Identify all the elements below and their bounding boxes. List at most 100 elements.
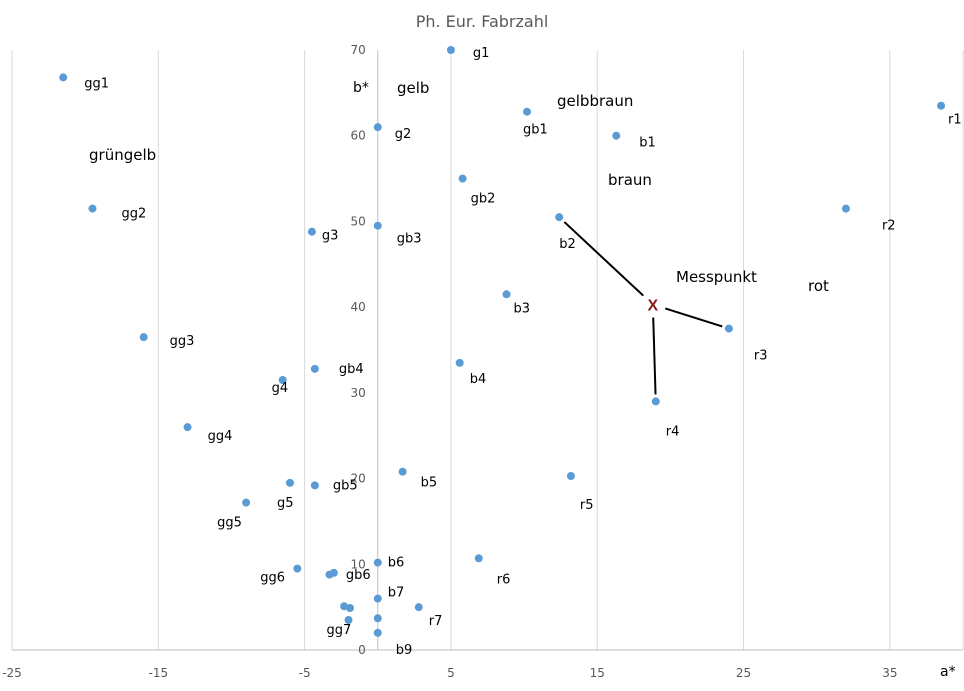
point-label-b7: b7	[388, 586, 405, 601]
data-point	[310, 364, 319, 373]
y-tick-label: 20	[350, 472, 365, 486]
connector-line-r4	[652, 317, 657, 395]
data-point	[566, 472, 575, 480]
y-axis-label: b*	[353, 80, 369, 96]
point-label-b4: b4	[470, 372, 487, 387]
data-point	[373, 594, 382, 603]
data-point	[651, 397, 660, 406]
y-tick-label: 50	[350, 214, 365, 228]
axes	[12, 50, 963, 651]
point-label-gb3: gb3	[397, 232, 422, 247]
data-point	[455, 358, 464, 367]
data-point	[345, 604, 354, 612]
data-point	[373, 614, 382, 623]
data-point	[325, 570, 334, 579]
data-point	[398, 467, 407, 476]
x-tick-label: 35	[882, 666, 897, 680]
point-label-g5: g5	[277, 496, 294, 511]
point-label-r6: r6	[497, 572, 511, 587]
y-tick-label: 30	[350, 386, 365, 400]
point-label-b9: b9	[396, 643, 413, 658]
data-point	[474, 554, 483, 563]
data-point	[183, 423, 192, 432]
data-point	[88, 204, 97, 213]
data-point	[523, 107, 532, 116]
tick-labels: -25 -15 -5 5 15 25 35 0 10 20 30 40 50 60 70	[2, 43, 897, 680]
x-tick-label: -25	[2, 666, 22, 680]
point-label-gg1: gg1	[84, 76, 109, 91]
y-tick-label: 60	[350, 129, 365, 143]
point-label-g3: g3	[322, 229, 339, 244]
data-point	[414, 603, 423, 612]
connector-line-b2	[563, 221, 645, 297]
chart-title: Ph. Eur. Fabrzahl	[416, 12, 549, 31]
point-labels: g1 g2 g3 g4 g5 gg1 gg2 gg3 gg4 gg5 gg6 gg7 gb1 gb2 gb3…	[84, 46, 961, 658]
data-point	[307, 227, 316, 236]
point-label-b3: b3	[514, 301, 531, 316]
point-label-gg2: gg2	[121, 207, 146, 222]
point-label-b6: b6	[388, 556, 405, 571]
point-label-r7: r7	[429, 614, 443, 629]
point-label-gb5: gb5	[333, 478, 358, 493]
data-point	[373, 628, 382, 637]
x-tick-label: -15	[149, 666, 169, 680]
point-label-r2: r2	[882, 219, 896, 234]
data-point	[724, 324, 733, 333]
point-label-r1: r1	[948, 113, 962, 128]
data-point	[344, 616, 353, 624]
point-label-gg6: gg6	[260, 571, 285, 586]
x-tick-label: 5	[447, 666, 455, 680]
data-point	[293, 564, 302, 573]
x-tick-label: -5	[299, 666, 311, 680]
data-point	[555, 213, 564, 222]
area-label: gelbbraun	[557, 92, 633, 110]
data-point	[310, 481, 319, 490]
y-tick-label: 10	[350, 557, 365, 571]
point-label-g1: g1	[473, 46, 490, 61]
point-label-g4: g4	[272, 381, 289, 396]
point-label-gb1: gb1	[523, 123, 548, 138]
area-label: gelb	[397, 79, 429, 97]
data-point	[373, 123, 382, 132]
y-tick-label: 70	[350, 43, 365, 57]
y-tick-label: 40	[350, 300, 365, 314]
measurement-marker: X	[647, 298, 658, 315]
connector-line-r3	[664, 307, 723, 328]
area-labels: grüngelb gelb gelbbraun braun rot	[89, 79, 829, 295]
data-point	[373, 558, 382, 567]
data-point	[373, 221, 382, 230]
point-label-g2: g2	[395, 127, 412, 142]
measurement-lines	[563, 221, 723, 395]
point-label-b1: b1	[639, 136, 656, 151]
x-tick-label: 25	[736, 666, 751, 680]
data-point	[285, 478, 294, 487]
data-point	[841, 204, 850, 213]
data-points	[59, 46, 946, 637]
point-label-gg3: gg3	[170, 334, 195, 349]
area-label: braun	[608, 171, 652, 189]
x-axis-label: a*	[940, 664, 956, 680]
data-point	[139, 333, 148, 342]
data-point	[612, 131, 621, 140]
y-tick-label: 0	[358, 643, 366, 657]
point-label-gg7: gg7	[327, 623, 352, 638]
point-label-r3: r3	[754, 349, 768, 364]
point-label-b2: b2	[559, 237, 576, 252]
point-label-r4: r4	[666, 424, 680, 439]
x-tick-label: 15	[590, 666, 605, 680]
data-point	[59, 73, 68, 82]
data-point	[937, 101, 946, 110]
point-label-b5: b5	[421, 476, 438, 491]
point-label-gb6: gb6	[346, 568, 371, 583]
point-label-gg5: gg5	[217, 516, 242, 531]
point-label-gb2: gb2	[471, 192, 496, 207]
point-label-gb4: gb4	[339, 362, 364, 377]
data-point	[242, 498, 251, 507]
measurement-label: Messpunkt	[676, 268, 757, 286]
data-point	[278, 376, 287, 384]
area-label: rot	[808, 277, 829, 295]
data-point	[446, 46, 455, 54]
area-label: grüngelb	[89, 146, 156, 164]
data-point	[458, 174, 467, 183]
